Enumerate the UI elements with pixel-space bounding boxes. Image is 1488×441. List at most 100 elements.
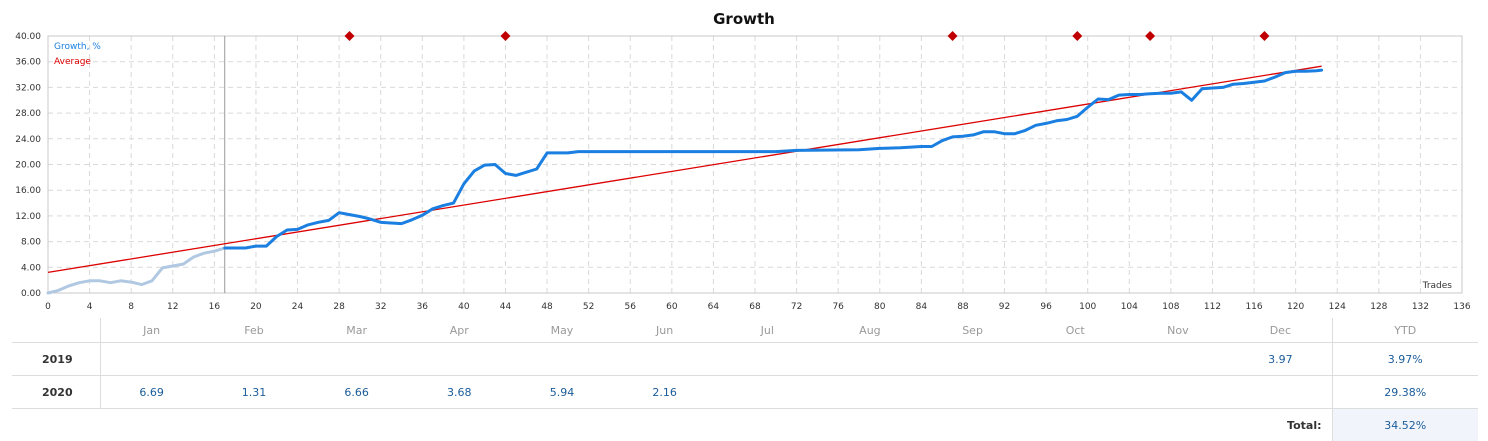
value-cell [1127,343,1230,376]
x-tick-label: 76 [832,302,844,312]
x-tick-label: 128 [1370,302,1387,312]
x-tick-label: 48 [541,302,553,312]
y-tick-label: 20.00 [15,161,41,171]
y-tick-label: 4.00 [21,263,41,273]
x-tick-label: 8 [128,302,134,312]
deposit-marker [1259,36,1269,41]
y-tick-label: 24.00 [15,135,41,145]
legend-growth: Growth, % [54,42,101,52]
series-layer [48,66,1322,293]
deposit-marker [948,36,958,41]
x-tick-label: 72 [791,302,802,312]
deposit-marker [500,36,510,41]
value-cell: 2.16 [613,376,716,409]
total-value: 34.52% [1332,409,1478,441]
x-tick-label: 84 [916,302,928,312]
deposit-marker-top [1259,31,1269,36]
value-cell [1024,343,1127,376]
x-tick-label: 108 [1162,302,1179,312]
x-tick-label: 12 [167,302,178,312]
year-cell: 2019 [12,343,100,376]
x-tick-label: 120 [1287,302,1304,312]
deposit-marker [1072,36,1082,41]
x-tick-label: 80 [874,302,886,312]
x-tick-label: 32 [375,302,386,312]
x-tick-label: 52 [583,302,594,312]
month-header: Oct [1024,318,1127,343]
value-cell [203,343,306,376]
x-tick-label: 100 [1079,302,1096,312]
value-cell: 6.66 [305,376,408,409]
y-tick-label: 32.00 [15,83,41,93]
value-cell: 3.97 [1229,343,1332,376]
x-tick-label: 4 [87,302,93,312]
y-tick-label: 36.00 [15,58,41,68]
x-tick-label: 44 [500,302,512,312]
value-cell [1229,376,1332,409]
ytd-cell: 3.97% [1332,343,1478,376]
total-row: Total: 34.52% [12,409,1478,441]
month-header: May [511,318,614,343]
month-header: Feb [203,318,306,343]
month-header: Aug [819,318,922,343]
x-axis-label: Trades [1422,281,1453,291]
table-row: 2019 3.97 3.97% [12,343,1478,376]
x-tick-label: 16 [209,302,221,312]
month-header: Apr [408,318,511,343]
x-tick-label: 24 [292,302,304,312]
chart-title: Growth [713,10,775,28]
x-tick-label: 64 [708,302,720,312]
total-label: Total: [12,409,1332,441]
legend-average: Average [54,57,91,67]
value-cell: 6.69 [100,376,203,409]
value-cell [819,343,922,376]
value-cell [511,343,614,376]
value-cell [1024,376,1127,409]
ytd-cell: 29.38% [1332,376,1478,409]
x-tick-label: 60 [666,302,678,312]
axis-tick-labels: 0.004.008.0012.0016.0020.0024.0028.0032.… [15,32,1471,316]
monthly-returns-table: Jan Feb Mar Apr May Jun Jul Aug Sep Oct … [12,318,1478,441]
x-tick-label: 132 [1412,302,1429,312]
x-tick-label: 56 [625,302,637,312]
table-corner [12,318,100,343]
deposit-marker-top [1145,31,1155,36]
deposit-marker [345,36,355,41]
growth-line [225,70,1322,248]
x-tick-label: 96 [1040,302,1052,312]
y-tick-label: 12.00 [15,212,41,222]
value-cell [921,343,1024,376]
value-cell [408,343,511,376]
value-cell: 5.94 [511,376,614,409]
x-tick-label: 88 [957,302,969,312]
value-cell [305,343,408,376]
x-tick-label: 116 [1245,302,1262,312]
y-tick-label: 40.00 [15,32,41,42]
grid [48,36,1462,293]
month-header: Nov [1127,318,1230,343]
value-cell [1127,376,1230,409]
value-cell: 1.31 [203,376,306,409]
month-header: Mar [305,318,408,343]
deposit-marker-top [1072,31,1082,36]
x-tick-label: 124 [1329,302,1346,312]
month-header: Dec [1229,318,1332,343]
month-header: Jul [716,318,819,343]
deposit-marker-top [948,31,958,36]
x-tick-label: 68 [749,302,761,312]
x-tick-label: 136 [1453,302,1470,312]
x-tick-label: 112 [1204,302,1221,312]
y-tick-label: 0.00 [21,289,41,299]
ytd-header: YTD [1332,318,1478,343]
deposit-marker [1145,36,1155,41]
x-tick-label: 40 [458,302,470,312]
deposit-marker-top [345,31,355,36]
month-header: Jan [100,318,203,343]
y-tick-label: 16.00 [15,186,41,196]
x-tick-label: 20 [250,302,262,312]
month-header: Sep [921,318,1024,343]
x-tick-label: 36 [417,302,429,312]
value-cell [921,376,1024,409]
table-row: 2020 6.69 1.31 6.66 3.68 5.94 2.16 29.38… [12,376,1478,409]
year-cell: 2020 [12,376,100,409]
